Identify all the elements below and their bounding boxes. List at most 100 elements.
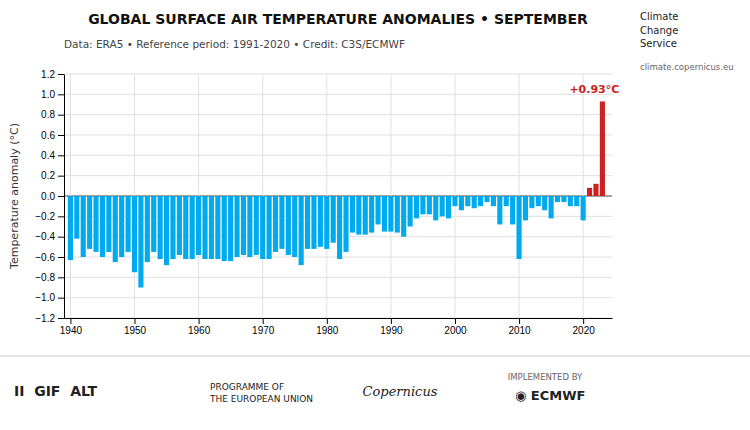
tick-label: 0.8 [41,109,55,120]
tick-mark [58,94,64,95]
bar [68,196,73,260]
tick-mark [58,115,64,116]
tick-mark [58,237,64,238]
bar [106,196,111,252]
bar [420,196,425,214]
tick-label: 1960 [188,325,211,336]
bar [196,196,201,255]
bar [484,196,489,202]
bar [177,196,182,255]
text-line: Service [640,38,677,49]
bar [299,196,304,265]
tick-mark [58,155,64,156]
bar [549,196,554,218]
bar [555,196,560,202]
text-line: THE EUROPEAN UNION [209,394,313,404]
tick: 0.4 [41,150,64,161]
bar [209,196,214,259]
bar [267,196,272,259]
bar [497,196,502,224]
tick-mark [583,318,584,324]
grid [64,74,612,318]
tick-label: 1.2 [41,69,55,80]
bar [356,196,361,235]
bar [311,196,316,249]
tick: 1940 [60,318,83,336]
tick-label: −0.8 [35,272,55,283]
bar [542,196,547,210]
tick: 2010 [508,318,531,336]
tick-label: 2000 [444,325,467,336]
bar [324,196,329,249]
tick-mark [70,318,71,324]
bar [491,196,496,206]
bar [292,196,297,257]
bar [215,196,220,259]
bar [600,101,605,196]
tick-mark [58,298,64,299]
grid-line [64,94,612,95]
bar [337,196,342,259]
bar [408,196,413,227]
subtitle: Data: ERA5 • Reference period: 1991-2020… [64,38,405,50]
tick-label: 1970 [252,325,275,336]
bar [452,196,457,206]
axis-line [64,75,65,319]
tick-mark [199,318,200,324]
bar [81,196,86,257]
tick: −0.2 [35,211,64,222]
bar [568,196,573,206]
bar [132,196,137,272]
bars [68,101,605,287]
tick: 1.0 [41,89,64,100]
y-axis-label: Temperature anomaly (°C) [8,123,21,270]
y-axis: −1.2−1.0−0.8−0.6−0.4−0.20.00.20.40.60.81… [35,69,64,324]
tick: 1980 [316,318,339,336]
bar [388,196,393,232]
tick: 1.2 [41,69,64,80]
bar [510,196,515,224]
tick: 1960 [188,318,211,336]
axis-line [65,318,613,319]
tick-label: −1.0 [35,292,55,303]
bar [254,196,259,255]
bar [138,196,143,288]
bar [260,196,265,259]
tick: −0.8 [35,272,64,283]
bar [369,196,374,233]
tick: 1950 [124,318,147,336]
tick-label: −1.2 [35,313,55,324]
tick-label: 0.2 [41,170,55,181]
bar [363,196,368,235]
text-line: Climate [640,11,678,22]
tick-label: −0.2 [35,211,55,222]
x-axis: 194019501960197019801990200020102020 [60,318,613,336]
bar [414,196,419,218]
bar [446,196,451,218]
tick-mark [391,318,392,324]
tick-label: 0.4 [41,150,55,161]
tick-mark [135,318,136,324]
bar [151,196,156,252]
bar [100,196,105,257]
tick-mark [58,257,64,258]
tick-label: 2010 [508,325,531,336]
bar [119,196,124,257]
grid-line [64,74,612,75]
tick: −1.0 [35,292,64,303]
tick-label: 1940 [60,325,83,336]
bar [465,196,470,206]
footer-implemented: IMPLEMENTED BY [508,372,583,382]
bar [459,196,464,210]
bar [350,196,355,233]
bar [183,196,188,259]
bar [504,196,509,206]
grid-line [64,155,612,156]
footer-eu: PROGRAMME OFTHE EUROPEAN UNION [209,382,313,404]
text-line: Change [640,25,678,36]
tick-label: 1950 [124,325,147,336]
bar [222,196,227,261]
footer-separator [0,356,750,357]
tick-label: 0.6 [41,130,55,141]
bar [190,196,195,259]
